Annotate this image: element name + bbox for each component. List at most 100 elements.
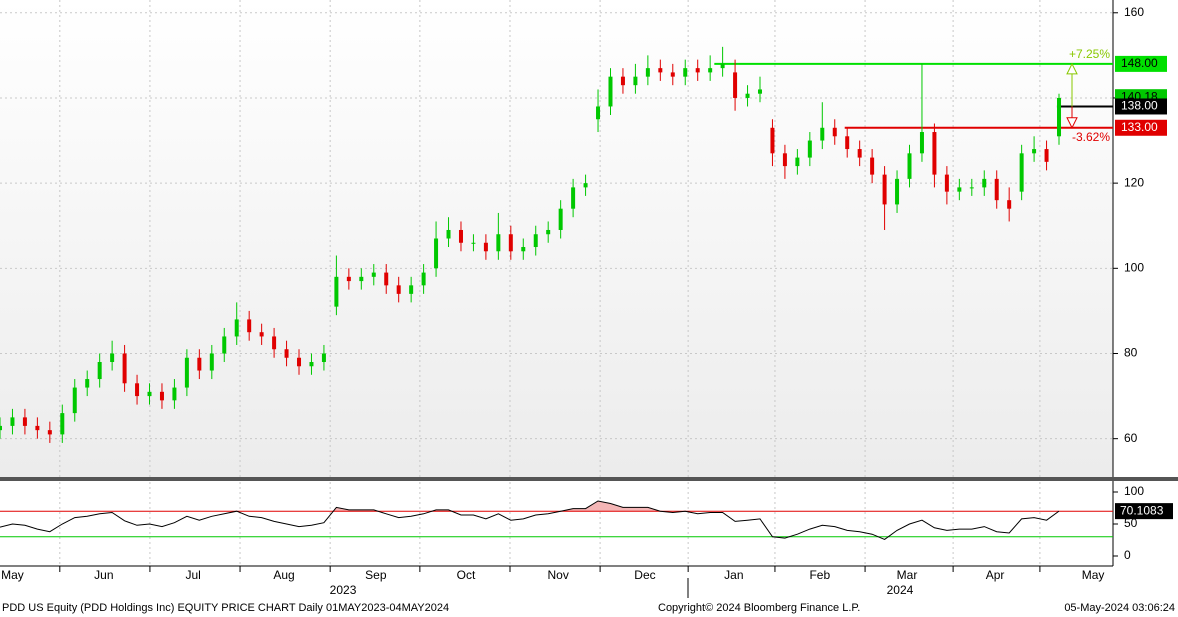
candle-body: [957, 187, 962, 192]
rsi-line: [0, 500, 1060, 540]
candle-body: [782, 153, 787, 167]
candle-body: [47, 430, 52, 435]
y-tick-label: 120: [1124, 175, 1144, 189]
candle-body: [757, 89, 762, 94]
candle-body: [770, 127, 775, 154]
candle-body: [72, 387, 77, 414]
candle-body: [658, 68, 663, 73]
y-tick-label: 0: [1124, 548, 1131, 562]
annotation: +7.25%: [1069, 47, 1110, 61]
candle-body: [907, 153, 912, 179]
candle-body: [10, 417, 15, 426]
candle-body: [409, 285, 414, 294]
value-label: 148.00: [1121, 56, 1158, 70]
candle-body: [1019, 153, 1024, 192]
value-label: 133.00: [1121, 120, 1158, 134]
candle-body: [272, 336, 277, 350]
y-tick-label: 50: [1124, 516, 1138, 530]
candle-body: [633, 76, 638, 86]
candle-body: [483, 242, 488, 252]
candle-body: [97, 362, 102, 380]
candle-body: [122, 353, 127, 384]
candle-body: [172, 387, 177, 401]
candle-body: [396, 285, 401, 294]
candle-body: [558, 208, 563, 230]
candle-body: [870, 157, 875, 175]
candle-body: [807, 140, 812, 158]
candle-body: [110, 353, 115, 363]
candle-body: [882, 174, 887, 205]
candle-body: [695, 68, 700, 73]
x-tick-label: Aug: [273, 568, 294, 582]
value-box: [1115, 119, 1167, 136]
candle-body: [421, 272, 426, 286]
candle-body: [159, 391, 164, 401]
x-tick-label: Feb: [809, 568, 830, 582]
x-tick-label: Apr: [986, 568, 1005, 582]
candle-body: [670, 72, 675, 77]
candle-body: [259, 332, 264, 337]
candle-body: [284, 349, 289, 358]
footer-left: PDD US Equity (PDD Holdings Inc) EQUITY …: [2, 602, 449, 614]
candle-body: [1057, 97, 1062, 137]
footer-center: Copyright© 2024 Bloomberg Finance L.P.: [658, 602, 860, 614]
y-tick-label: 160: [1124, 5, 1144, 19]
y-tick-label: 100: [1124, 260, 1144, 274]
candle-body: [222, 336, 227, 354]
candle-body: [0, 425, 2, 431]
candle-body: [346, 276, 351, 282]
candle-body: [932, 132, 937, 175]
candle-body: [35, 425, 40, 431]
candle-body: [60, 413, 65, 435]
candle-body: [321, 353, 326, 363]
candle-body: [969, 187, 974, 189]
x-tick-label: May: [1082, 568, 1105, 582]
x-tick-label: Jan: [724, 568, 743, 582]
candle-body: [147, 391, 152, 397]
candle-body: [571, 187, 576, 209]
year-label: 2023: [330, 583, 357, 597]
price-panel: [0, 0, 1113, 477]
candle-body: [708, 68, 713, 73]
candle-body: [434, 238, 439, 269]
arrow-head: [1066, 62, 1078, 75]
candle-body: [733, 72, 738, 98]
candle-body: [895, 178, 900, 205]
candle-body: [944, 174, 949, 192]
x-tick-label: Dec: [634, 568, 655, 582]
candle-body: [197, 357, 202, 371]
y-tick-label: 60: [1124, 431, 1138, 445]
candle-body: [458, 229, 463, 243]
candle-body: [1044, 149, 1049, 162]
candle-body: [247, 319, 252, 333]
candle-body: [384, 272, 389, 286]
value-label: 70.1083: [1120, 503, 1164, 517]
candle-body: [832, 127, 837, 137]
candle-body: [521, 247, 526, 252]
y-tick-label: 80: [1124, 346, 1138, 360]
candle-body: [795, 157, 800, 167]
year-label: 2024: [887, 583, 914, 597]
candle-body: [608, 76, 613, 107]
candle-body: [297, 357, 302, 367]
candle-body: [857, 149, 862, 158]
rsi-panel: [0, 482, 1113, 566]
candle-body: [1007, 200, 1012, 209]
candle-body: [745, 93, 750, 98]
value-box: [1115, 98, 1167, 115]
candle-body: [994, 178, 999, 201]
candle-body: [982, 178, 987, 188]
candle-body: [1032, 149, 1037, 154]
value-label: 138.00: [1121, 99, 1158, 113]
candle-body: [508, 234, 513, 252]
x-tick-label: Mar: [897, 568, 918, 582]
candle-body: [620, 76, 625, 86]
candle-body: [359, 276, 364, 282]
candle-body: [546, 229, 551, 235]
candle-body: [371, 272, 376, 277]
candle-body: [209, 353, 214, 371]
candle-body: [845, 136, 850, 150]
candle-body: [135, 383, 140, 397]
